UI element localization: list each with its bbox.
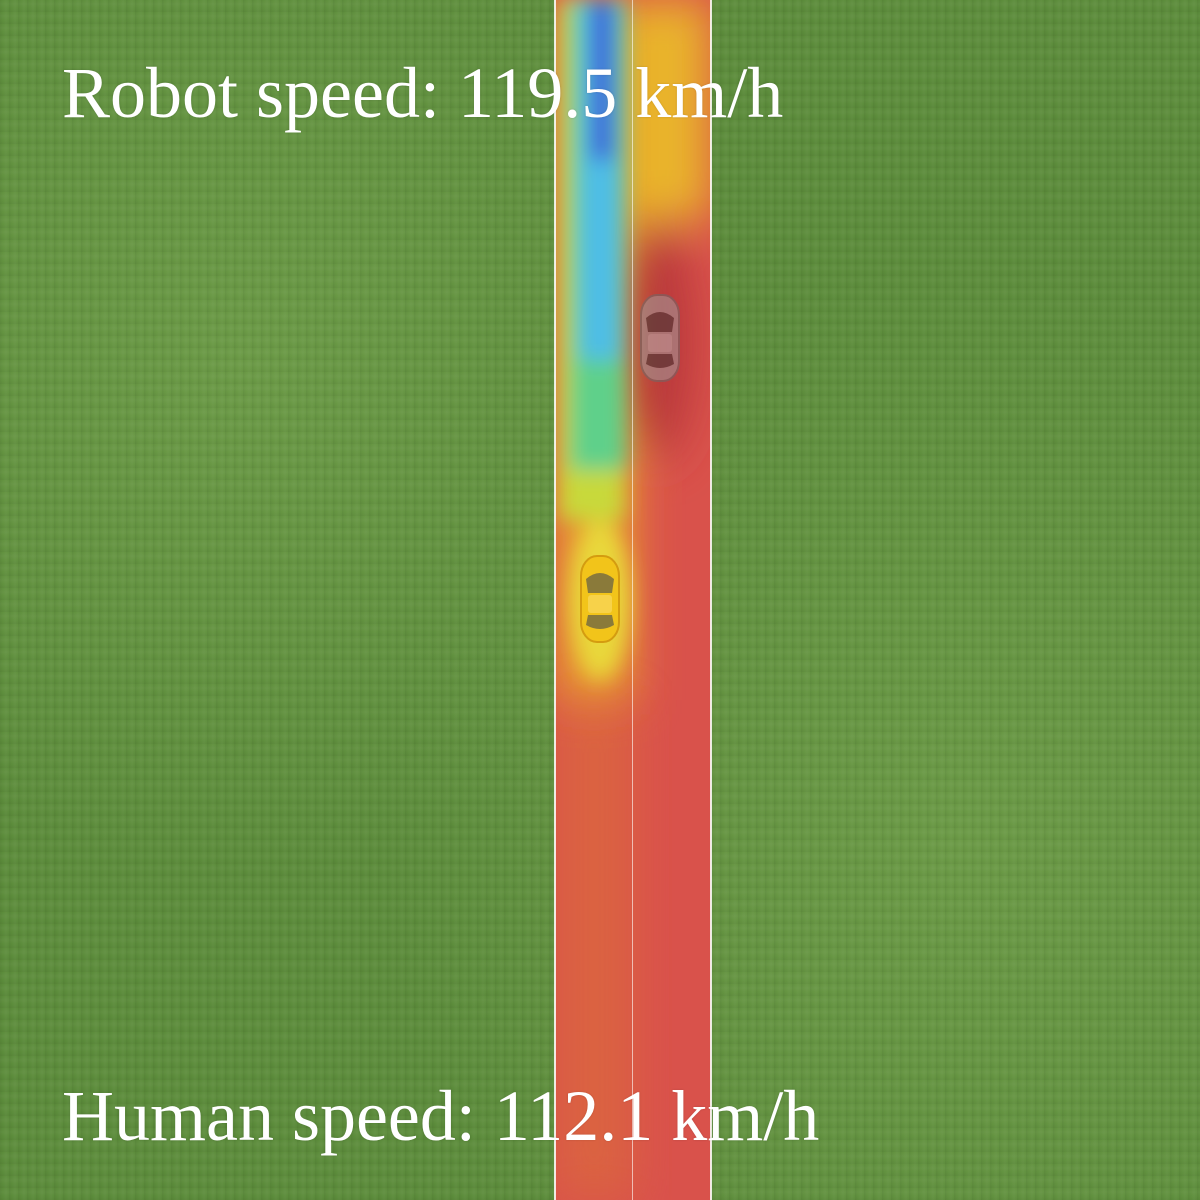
robot-speed-label: Robot speed: 119.5 km/h [62, 53, 784, 133]
road-edge-left [554, 0, 556, 1200]
human-car-icon [640, 294, 680, 382]
reward-heatmap [555, 0, 711, 1200]
lane-divider [632, 0, 633, 1200]
human-speed-label: Human speed: 112.1 km/h [62, 1076, 820, 1156]
road-edge-right [710, 0, 712, 1200]
road [555, 0, 711, 1200]
robot-car-icon [580, 555, 620, 643]
